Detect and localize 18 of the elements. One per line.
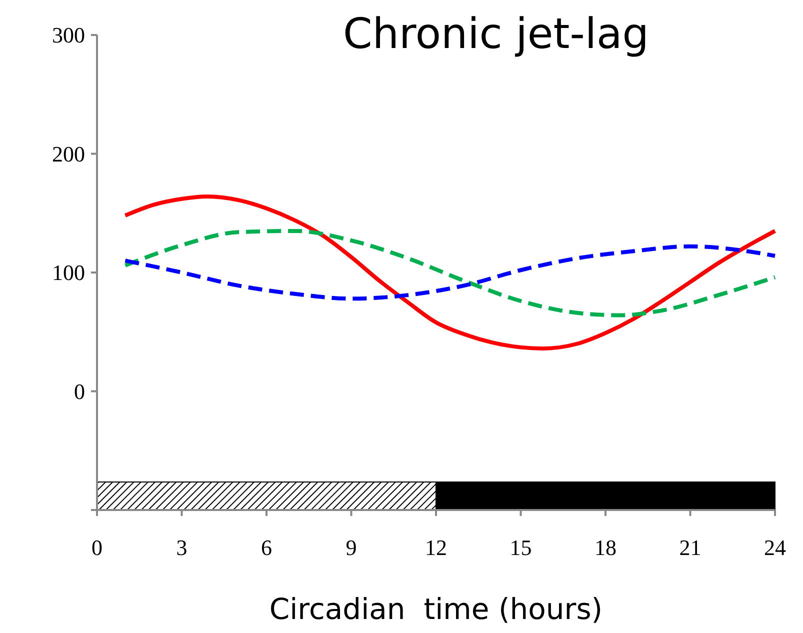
x-tick-label: 6 [261, 535, 272, 560]
line-series [123, 244, 777, 301]
y-tick-label: 100 [52, 260, 85, 286]
x-tick-label: 12 [425, 535, 447, 560]
x-tick-label: 18 [594, 535, 616, 560]
line-series [123, 194, 777, 350]
x-tick-label: 0 [92, 535, 102, 560]
x-tick-label: 24 [764, 535, 786, 560]
y-tick-label: 200 [52, 141, 85, 166]
x-axis-title: Circadian time (hours) [269, 592, 603, 626]
x-tick-label: 3 [176, 535, 188, 560]
line-series [123, 228, 777, 318]
x-tick-label: 15 [510, 535, 532, 560]
x-tick-label: 21 [679, 535, 702, 560]
chart-title: Chronic jet-lag [343, 9, 649, 58]
y-tick-label: 300 [52, 22, 85, 48]
y-tick-label: 0 [74, 378, 85, 404]
x-tick-label: 9 [346, 535, 357, 560]
